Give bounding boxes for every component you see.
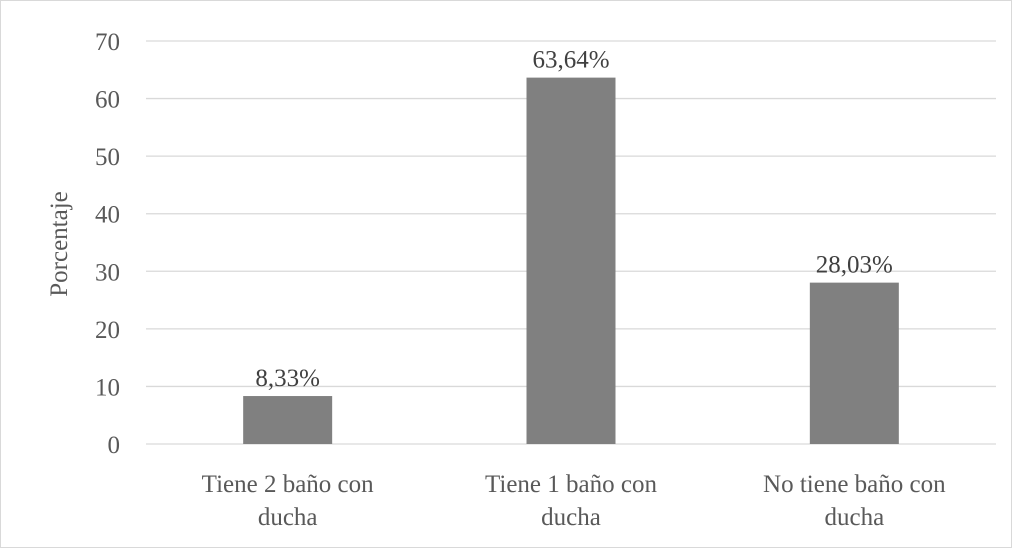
category-label: Tiene 2 baño con ducha (202, 471, 374, 531)
data-label: 28,03% (816, 252, 893, 279)
y-tick-label: 50 (95, 144, 120, 171)
y-axis-ticks: 0 10 20 30 40 50 60 70 (95, 29, 120, 459)
y-tick-label: 70 (95, 29, 120, 56)
data-label: 8,33% (255, 365, 320, 392)
category-label: No tiene baño con ducha (763, 471, 946, 531)
y-tick-label: 30 (95, 259, 120, 286)
y-tick-label: 10 (95, 374, 120, 401)
data-label: 63,64% (532, 47, 609, 74)
y-tick-label: 60 (95, 87, 120, 114)
y-tick-label: 0 (108, 432, 121, 459)
x-axis-categories: Tiene 2 baño con ducha Tiene 1 baño con duc… (202, 471, 946, 531)
category-label: Tiene 1 baño con ducha (485, 471, 657, 531)
bars (243, 77, 899, 445)
bar (243, 396, 333, 444)
bar (809, 282, 899, 444)
y-tick-label: 20 (95, 317, 120, 344)
bar (526, 77, 616, 445)
y-tick-label: 40 (95, 202, 120, 229)
y-axis-title: Porcentaje (46, 191, 73, 297)
data-labels: 8,33% 63,64% 28,03% (255, 47, 892, 392)
